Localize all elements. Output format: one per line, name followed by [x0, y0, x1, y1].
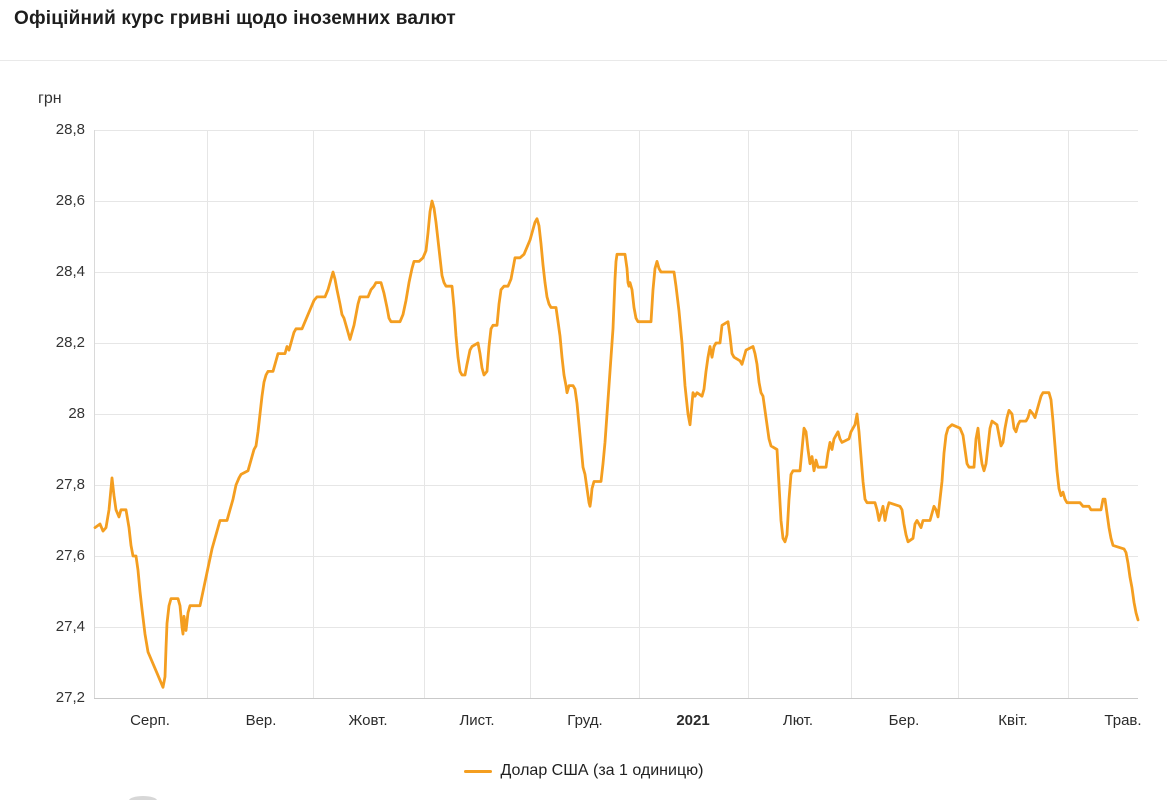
x-tick-label: Бер.	[888, 712, 920, 729]
x-tick-label: Груд.	[567, 712, 603, 729]
y-tick-label: 27,8	[55, 476, 85, 493]
gridline-vertical	[639, 130, 640, 698]
page-title: Офіційний курс гривні щодо іноземних вал…	[14, 8, 456, 29]
y-tick-label: 28,2	[55, 334, 85, 351]
header-divider	[0, 60, 1167, 61]
gridline-vertical	[958, 130, 959, 698]
x-tick-label: Лют.	[782, 712, 814, 729]
x-tick-label: Квіт.	[998, 712, 1028, 729]
gridline-horizontal	[94, 272, 1138, 273]
x-tick-label: Лист.	[459, 712, 495, 729]
gridline-vertical	[94, 130, 95, 698]
x-tick-label: Трав.	[1104, 712, 1142, 729]
legend-line-swatch	[463, 769, 492, 773]
y-tick-label: 28,8	[55, 121, 85, 138]
gridline-vertical	[748, 130, 749, 698]
gridline-horizontal	[94, 414, 1138, 415]
gridline-horizontal	[94, 130, 1138, 131]
x-tick-label: Серп.	[130, 712, 170, 729]
x-tick-label: Вер.	[245, 712, 277, 729]
gridline-horizontal	[94, 343, 1138, 344]
gridline-horizontal	[94, 485, 1138, 486]
x-tick-label: 2021	[676, 712, 710, 729]
y-tick-label: 28,6	[55, 192, 85, 209]
x-tick-label: Жовт.	[348, 712, 388, 729]
y-tick-label: 27,6	[55, 547, 85, 564]
gridline-vertical	[424, 130, 425, 698]
y-tick-label: 28,4	[55, 263, 85, 280]
gridline-vertical	[207, 130, 208, 698]
y-tick-label: 27,4	[55, 618, 85, 635]
y-tick-label: 28	[68, 405, 85, 422]
legend[interactable]: Долар США (за 1 одиницю)	[0, 762, 1167, 780]
y-tick-label: 27,2	[55, 689, 85, 706]
gridline-horizontal	[94, 201, 1138, 202]
gridline-horizontal	[94, 556, 1138, 557]
legend-label: Долар США (за 1 одиницю)	[500, 762, 704, 779]
gridline-vertical	[313, 130, 314, 698]
gridline-vertical	[530, 130, 531, 698]
gridline-horizontal	[94, 627, 1138, 628]
gridline-vertical	[1068, 130, 1069, 698]
gridline-vertical	[851, 130, 852, 698]
gridline-horizontal	[94, 698, 1138, 699]
y-axis-unit-label: грн	[38, 90, 62, 107]
partial-circle-decoration	[129, 796, 157, 800]
